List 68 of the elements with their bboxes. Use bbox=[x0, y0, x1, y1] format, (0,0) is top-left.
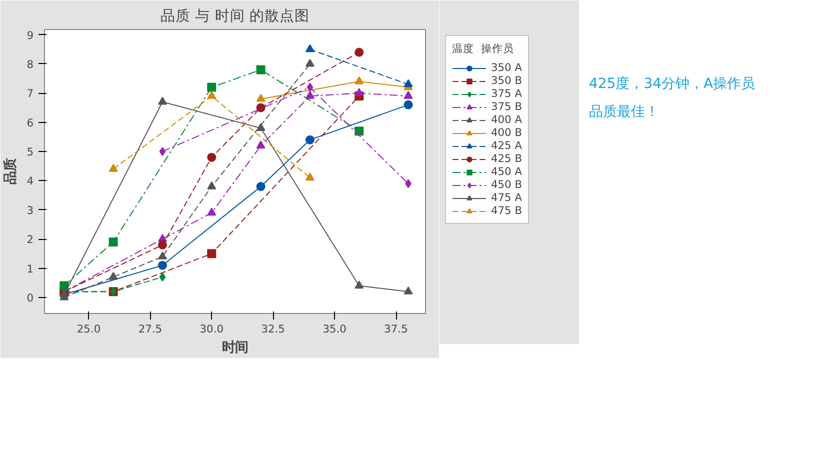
x-axis-title: 时间 bbox=[222, 340, 248, 356]
point bbox=[158, 96, 167, 105]
point bbox=[354, 76, 364, 84]
point bbox=[256, 140, 266, 148]
y-tick-label: 2 bbox=[26, 233, 34, 246]
point bbox=[159, 272, 166, 282]
point bbox=[256, 103, 266, 112]
legend-label: 400 A bbox=[491, 113, 522, 126]
legend-label: 475 B bbox=[491, 204, 522, 217]
point bbox=[354, 280, 364, 289]
legend-label: 350 A bbox=[491, 61, 522, 74]
x-tick-label: 35.0 bbox=[322, 322, 347, 336]
y-axis-title: 品质 bbox=[2, 158, 19, 184]
point bbox=[306, 82, 314, 92]
point bbox=[354, 126, 364, 136]
chart-title: 品质 与 时间 的散点图 bbox=[160, 8, 310, 24]
x-tick-label: 25.0 bbox=[76, 322, 101, 336]
y-tick-label: 6 bbox=[26, 116, 34, 130]
point bbox=[305, 172, 314, 181]
point bbox=[404, 90, 413, 99]
text: 425度，34分钟，A操作员品质最佳！ bbox=[589, 75, 756, 122]
point bbox=[305, 90, 314, 99]
point bbox=[404, 100, 413, 110]
y-tick-label: 5 bbox=[26, 146, 34, 159]
legend-label: 425 A bbox=[491, 139, 522, 152]
legend-label: 475 A bbox=[491, 191, 522, 204]
legend-label: 375 B bbox=[491, 100, 522, 113]
point bbox=[60, 281, 69, 290]
legend-label: 450 A bbox=[491, 165, 522, 178]
point bbox=[256, 94, 266, 102]
point bbox=[207, 181, 216, 190]
y-tick-label: 0 bbox=[26, 291, 34, 304]
legend-title: 温度 操作员 bbox=[452, 42, 515, 56]
point bbox=[108, 272, 118, 280]
point bbox=[207, 90, 216, 99]
legend-label: 425 B bbox=[491, 152, 522, 165]
legend-label: 350 B bbox=[491, 74, 522, 87]
y-tick-label: 8 bbox=[26, 58, 34, 71]
point bbox=[207, 249, 216, 258]
x-tick-label: 32.5 bbox=[261, 322, 285, 336]
legend-label: 375 A bbox=[491, 87, 522, 100]
point bbox=[256, 182, 266, 192]
y-tick-label: 3 bbox=[26, 204, 34, 217]
point bbox=[305, 58, 314, 67]
y-tick-label: 1 bbox=[26, 262, 34, 276]
point bbox=[354, 48, 364, 57]
point bbox=[108, 164, 118, 172]
y-tick-label: 4 bbox=[26, 174, 34, 188]
point bbox=[207, 152, 216, 162]
legend-label: 400 B bbox=[491, 126, 522, 139]
point bbox=[158, 260, 167, 270]
point bbox=[404, 286, 413, 294]
point bbox=[256, 123, 266, 131]
point bbox=[256, 65, 266, 74]
point bbox=[305, 135, 314, 144]
point bbox=[158, 251, 167, 260]
y-tick-label: 7 bbox=[26, 87, 34, 100]
x-tick-label: 27.5 bbox=[138, 322, 162, 336]
x-tick-label: 30.0 bbox=[200, 322, 224, 336]
point bbox=[158, 240, 167, 250]
y-tick-label: 9 bbox=[26, 28, 34, 42]
point bbox=[159, 147, 166, 156]
point bbox=[108, 237, 118, 246]
point bbox=[207, 208, 216, 216]
legend-label: 450 B bbox=[491, 178, 522, 191]
point bbox=[207, 82, 216, 92]
x-tick-label: 37.5 bbox=[384, 322, 408, 336]
point bbox=[354, 88, 364, 96]
